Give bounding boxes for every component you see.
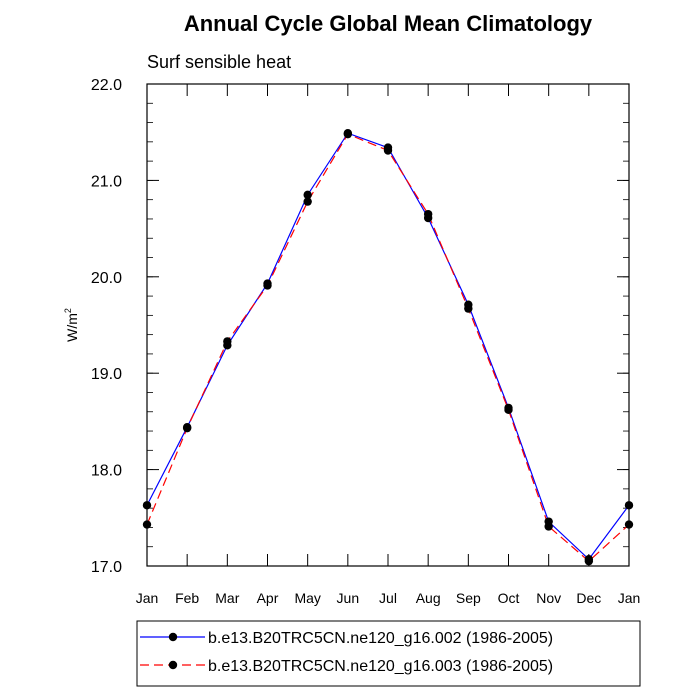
y-tick-label: 18.0 — [91, 463, 122, 480]
series-2-point — [504, 405, 513, 415]
series-2-point — [303, 197, 312, 206]
x-tick-labels: Jan Feb Mar Apr May Jun Jul Aug Sep Oct Nov Dec Jan — [136, 590, 641, 606]
x-tick-label: Sep — [456, 590, 481, 606]
legend: b.e13.B20TRC5CN.ne120_g16.002 (1986-2005… — [136, 620, 641, 687]
series-line-2 — [146, 133, 630, 562]
x-tick-label: Feb — [175, 590, 199, 606]
series-2-point — [263, 281, 272, 290]
series-2-point — [383, 146, 393, 155]
x-tick-label: Jan — [136, 590, 159, 606]
series-2-point — [223, 337, 232, 346]
x-tick-label: Jul — [379, 590, 397, 606]
series-1-point — [142, 501, 152, 510]
x-tick-label: Oct — [498, 590, 520, 606]
x-tick-label: Aug — [416, 590, 441, 606]
series-1-point — [624, 501, 634, 510]
x-tick-label: Apr — [257, 590, 279, 606]
series-layer — [142, 128, 634, 566]
legend-marker-1 — [168, 632, 178, 642]
y-axis-label-text: W/m — [64, 313, 80, 342]
series-2-point — [343, 129, 353, 139]
series-2-point — [464, 304, 473, 313]
x-tick-label: May — [294, 590, 320, 606]
series-1-point — [303, 190, 312, 200]
series-2-point — [182, 423, 192, 433]
legend-box — [136, 620, 641, 687]
y-axis-label: W/m2 — [63, 308, 80, 342]
series-2-point — [584, 556, 594, 566]
y-tick-label: 17.0 — [91, 559, 122, 576]
y-axis-label-superscript: 2 — [63, 308, 73, 313]
legend-marker-2 — [168, 660, 178, 670]
x-tick-label: Jan — [618, 590, 641, 606]
y-tick-label: 21.0 — [91, 173, 122, 190]
series-2-point — [544, 522, 553, 531]
y-tick-labels: 17.0 18.0 19.0 20.0 21.0 22.0 — [91, 77, 122, 576]
x-tick-label: Dec — [576, 590, 601, 606]
y-tick-label: 20.0 — [91, 270, 122, 287]
x-tick-label: Nov — [536, 590, 561, 606]
series-line-1 — [146, 132, 630, 561]
y-tick-label: 22.0 — [91, 77, 122, 94]
series-2-point — [624, 520, 634, 529]
x-tick-label: Jun — [337, 590, 360, 606]
plot-area-frame — [146, 83, 630, 567]
svg-text:W/m2: W/m2 — [63, 308, 80, 342]
y-tick-label: 19.0 — [91, 366, 122, 383]
series-2-point — [423, 209, 433, 219]
x-tick-label: Mar — [215, 590, 239, 606]
series-2-point — [142, 520, 152, 529]
axis-ticks — [146, 83, 630, 567]
chart-subtitle: Surf sensible heat — [147, 52, 291, 72]
legend-label-1: b.e13.B20TRC5CN.ne120_g16.002 (1986-2005… — [208, 630, 553, 647]
chart-title: Annual Cycle Global Mean Climatology — [184, 11, 593, 36]
legend-label-2: b.e13.B20TRC5CN.ne120_g16.003 (1986-2005… — [208, 658, 553, 675]
